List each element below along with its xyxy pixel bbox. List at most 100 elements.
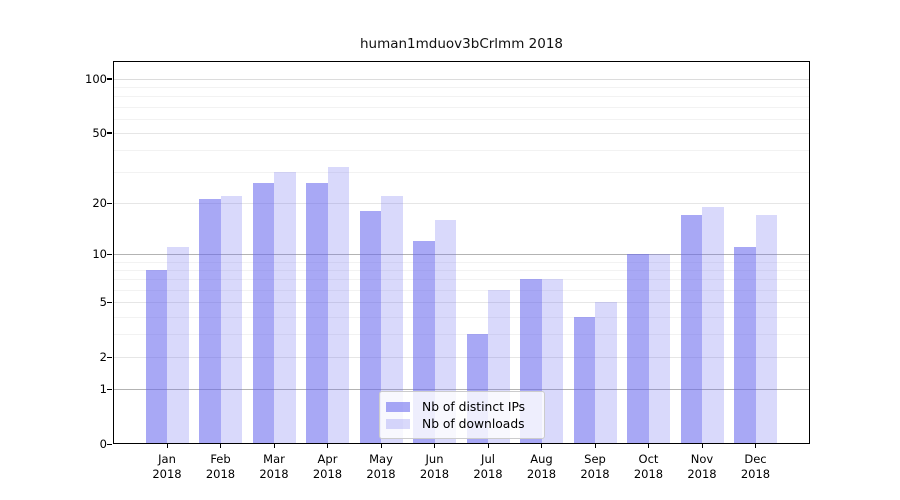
legend-label-downloads: Nb of downloads: [422, 416, 525, 431]
bar-downloads-oct: [648, 254, 670, 444]
y-tick-label-20: 20: [92, 196, 107, 211]
year-label: 2018: [419, 467, 450, 481]
month-label: Jun: [425, 452, 444, 466]
bar-distinct-ips-dec: [734, 247, 756, 444]
y-tick-10: [107, 253, 112, 255]
month-label: May: [369, 452, 393, 466]
month-label: Nov: [690, 452, 714, 466]
bar-distinct-ips-may: [359, 211, 381, 444]
x-tick-label-aug: Aug 2018: [527, 452, 556, 482]
grid-line-50: [113, 132, 810, 134]
bar-downloads-may: [381, 195, 403, 444]
y-tick-0: [107, 443, 112, 445]
year-label: 2018: [312, 467, 343, 481]
x-tick-oct: [648, 444, 650, 448]
y-tick-label-50: 50: [92, 125, 107, 140]
y-tick-5: [107, 301, 112, 303]
y-tick-label-10: 10: [92, 247, 107, 262]
grid-line-4: [113, 316, 810, 318]
y-tick-label-1: 1: [99, 382, 107, 397]
month-label: Apr: [317, 452, 338, 466]
bar-downloads-apr: [327, 167, 349, 444]
year-label: 2018: [526, 467, 557, 481]
year-label: 2018: [687, 467, 717, 481]
bar-downloads-feb: [220, 195, 242, 444]
x-tick-nov: [701, 444, 703, 448]
x-tick-jan: [166, 444, 168, 448]
grid-line-7: [113, 278, 810, 280]
year-label: 2018: [473, 467, 503, 481]
plot-area: Nb of distinct IPs Nb of downloads 0 1 2 5 1…: [85, 61, 810, 481]
y-tick-label-5: 5: [99, 295, 107, 310]
month-label: Jan: [158, 452, 176, 466]
bar-downloads-dec: [755, 215, 777, 444]
y-tick-20: [107, 202, 112, 204]
year-label: 2018: [633, 467, 664, 481]
grid-line-10: [113, 253, 810, 255]
month-label: Mar: [263, 452, 285, 466]
x-tick-jun: [434, 444, 436, 448]
x-tick-label-dec: Dec 2018: [741, 452, 770, 482]
x-tick-label-jan: Jan 2018: [152, 452, 181, 482]
grid-line-70: [113, 106, 810, 108]
y-tick-50: [107, 132, 112, 134]
year-label: 2018: [740, 467, 771, 481]
year-label: 2018: [152, 467, 182, 481]
grid-line-2: [113, 356, 810, 358]
bar-downloads-jun: [434, 219, 456, 444]
grid-line-80: [113, 95, 810, 97]
legend-swatch-distinct-ips: [386, 401, 410, 412]
y-tick-100: [107, 78, 112, 80]
legend-label-distinct-ips: Nb of distinct IPs: [422, 399, 526, 414]
grid-line-3: [113, 333, 810, 335]
legend-row-downloads: Nb of downloads: [386, 415, 536, 432]
grid-line-30: [113, 171, 810, 173]
grid-line-90: [113, 86, 810, 88]
x-tick-may: [380, 444, 382, 448]
x-tick-apr: [327, 444, 329, 448]
bar-downloads-nov: [702, 206, 724, 444]
year-label: 2018: [259, 467, 289, 481]
bar-distinct-ips-sep: [573, 316, 595, 444]
x-tick-label-apr: Apr 2018: [313, 452, 342, 482]
month-label: Aug: [530, 452, 553, 466]
bar-distinct-ips-oct: [627, 254, 649, 444]
y-tick-label-2: 2: [99, 350, 107, 365]
y-tick-2: [107, 356, 112, 358]
bar-distinct-ips-jan: [145, 270, 167, 444]
grid-line-8: [113, 269, 810, 271]
bar-downloads-sep: [595, 302, 617, 444]
month-label: Feb: [210, 452, 231, 466]
bar-distinct-ips-feb: [199, 199, 221, 444]
y-tick-1: [107, 388, 112, 390]
bar-downloads-aug: [541, 279, 563, 444]
x-tick-dec: [755, 444, 757, 448]
grid-line-5: [113, 301, 810, 303]
year-label: 2018: [205, 467, 236, 481]
bar-downloads-mar: [274, 172, 296, 444]
x-tick-label-nov: Nov 2018: [687, 452, 716, 482]
grid-line-60: [113, 118, 810, 120]
x-tick-label-feb: Feb 2018: [206, 452, 235, 482]
month-label: Dec: [744, 452, 767, 466]
chart-title: human1mduov3bCrlmm 2018: [359, 36, 564, 52]
bar-distinct-ips-apr: [306, 183, 328, 444]
bar-distinct-ips-mar: [252, 183, 274, 444]
x-tick-label-oct: Oct 2018: [634, 452, 663, 482]
x-tick-jul: [487, 444, 489, 448]
x-tick-mar: [273, 444, 275, 448]
x-tick-label-mar: Mar 2018: [259, 452, 288, 482]
legend-row-distinct-ips: Nb of distinct IPs: [386, 398, 536, 415]
x-tick-label-sep: Sep 2018: [580, 452, 609, 482]
x-tick-aug: [541, 444, 543, 448]
x-tick-sep: [594, 444, 596, 448]
month-label: Oct: [638, 452, 659, 466]
bar-distinct-ips-nov: [680, 215, 702, 444]
bar-downloads-jan: [167, 247, 189, 444]
x-tick-label-jul: Jul 2018: [473, 452, 502, 482]
legend: Nb of distinct IPs Nb of downloads: [379, 391, 545, 439]
legend-swatch-downloads: [386, 418, 410, 429]
x-tick-feb: [220, 444, 222, 448]
x-tick-label-may: May 2018: [366, 452, 395, 482]
